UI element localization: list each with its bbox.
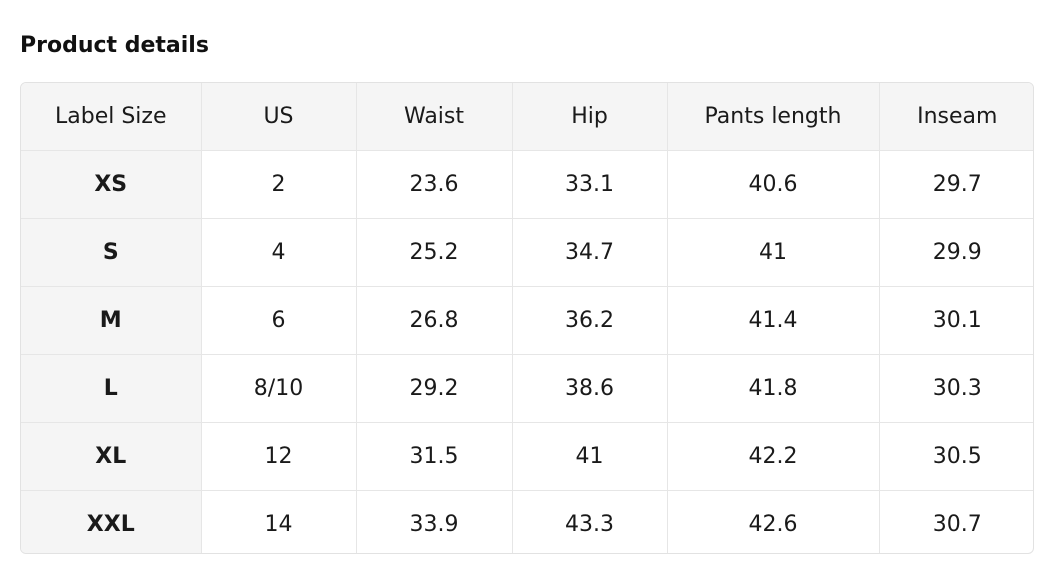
- header-us: US: [201, 83, 357, 151]
- size-label-cell: M: [21, 286, 202, 355]
- table-row: L 8/10 29.2 38.6 41.8 30.3: [21, 354, 1033, 423]
- table-cell: 2: [201, 150, 357, 219]
- table-cell: 30.5: [879, 422, 1033, 491]
- table-cell: 23.6: [356, 150, 513, 219]
- table-cell: 31.5: [356, 422, 513, 491]
- table-cell: 30.1: [879, 286, 1033, 355]
- table-header-row: Label Size US Waist Hip Pants length Ins…: [21, 83, 1033, 151]
- table-cell: 25.2: [356, 218, 513, 287]
- table-cell: 40.6: [667, 150, 880, 219]
- table-row: M 6 26.8 36.2 41.4 30.1: [21, 286, 1033, 355]
- table-cell: 4: [201, 218, 357, 287]
- table-row: XS 2 23.6 33.1 40.6 29.7: [21, 150, 1033, 219]
- table-row: XL 12 31.5 41 42.2 30.5: [21, 422, 1033, 491]
- table-cell: 41: [667, 218, 880, 287]
- table-row: XXL 14 33.9 43.3 42.6 30.7: [21, 490, 1033, 553]
- table-cell: 42.6: [667, 490, 880, 553]
- header-pants-length: Pants length: [667, 83, 880, 151]
- size-chart-table-container: Label Size US Waist Hip Pants length Ins…: [20, 82, 1034, 554]
- size-label-cell: L: [21, 354, 202, 423]
- table-cell: 26.8: [356, 286, 513, 355]
- table-cell: 34.7: [512, 218, 668, 287]
- size-chart-table: Label Size US Waist Hip Pants length Ins…: [21, 83, 1033, 553]
- table-row: S 4 25.2 34.7 41 29.9: [21, 218, 1033, 287]
- table-cell: 29.9: [879, 218, 1033, 287]
- table-cell: 42.2: [667, 422, 880, 491]
- table-cell: 41.4: [667, 286, 880, 355]
- table-cell: 38.6: [512, 354, 668, 423]
- table-cell: 6: [201, 286, 357, 355]
- header-hip: Hip: [512, 83, 668, 151]
- table-cell: 33.9: [356, 490, 513, 553]
- header-label-size: Label Size: [21, 83, 202, 151]
- table-cell: 8/10: [201, 354, 357, 423]
- size-label-cell: S: [21, 218, 202, 287]
- table-cell: 30.3: [879, 354, 1033, 423]
- page-title: Product details: [20, 33, 209, 58]
- table-cell: 43.3: [512, 490, 668, 553]
- size-label-cell: XL: [21, 422, 202, 491]
- table-cell: 36.2: [512, 286, 668, 355]
- table-cell: 14: [201, 490, 357, 553]
- table-cell: 29.7: [879, 150, 1033, 219]
- table-cell: 41: [512, 422, 668, 491]
- size-label-cell: XXL: [21, 490, 202, 553]
- table-cell: 12: [201, 422, 357, 491]
- table-cell: 29.2: [356, 354, 513, 423]
- size-label-cell: XS: [21, 150, 202, 219]
- table-cell: 41.8: [667, 354, 880, 423]
- table-cell: 30.7: [932, 512, 982, 537]
- header-waist: Waist: [356, 83, 513, 151]
- table-cell: 33.1: [512, 150, 668, 219]
- header-inseam: Inseam: [879, 83, 1033, 151]
